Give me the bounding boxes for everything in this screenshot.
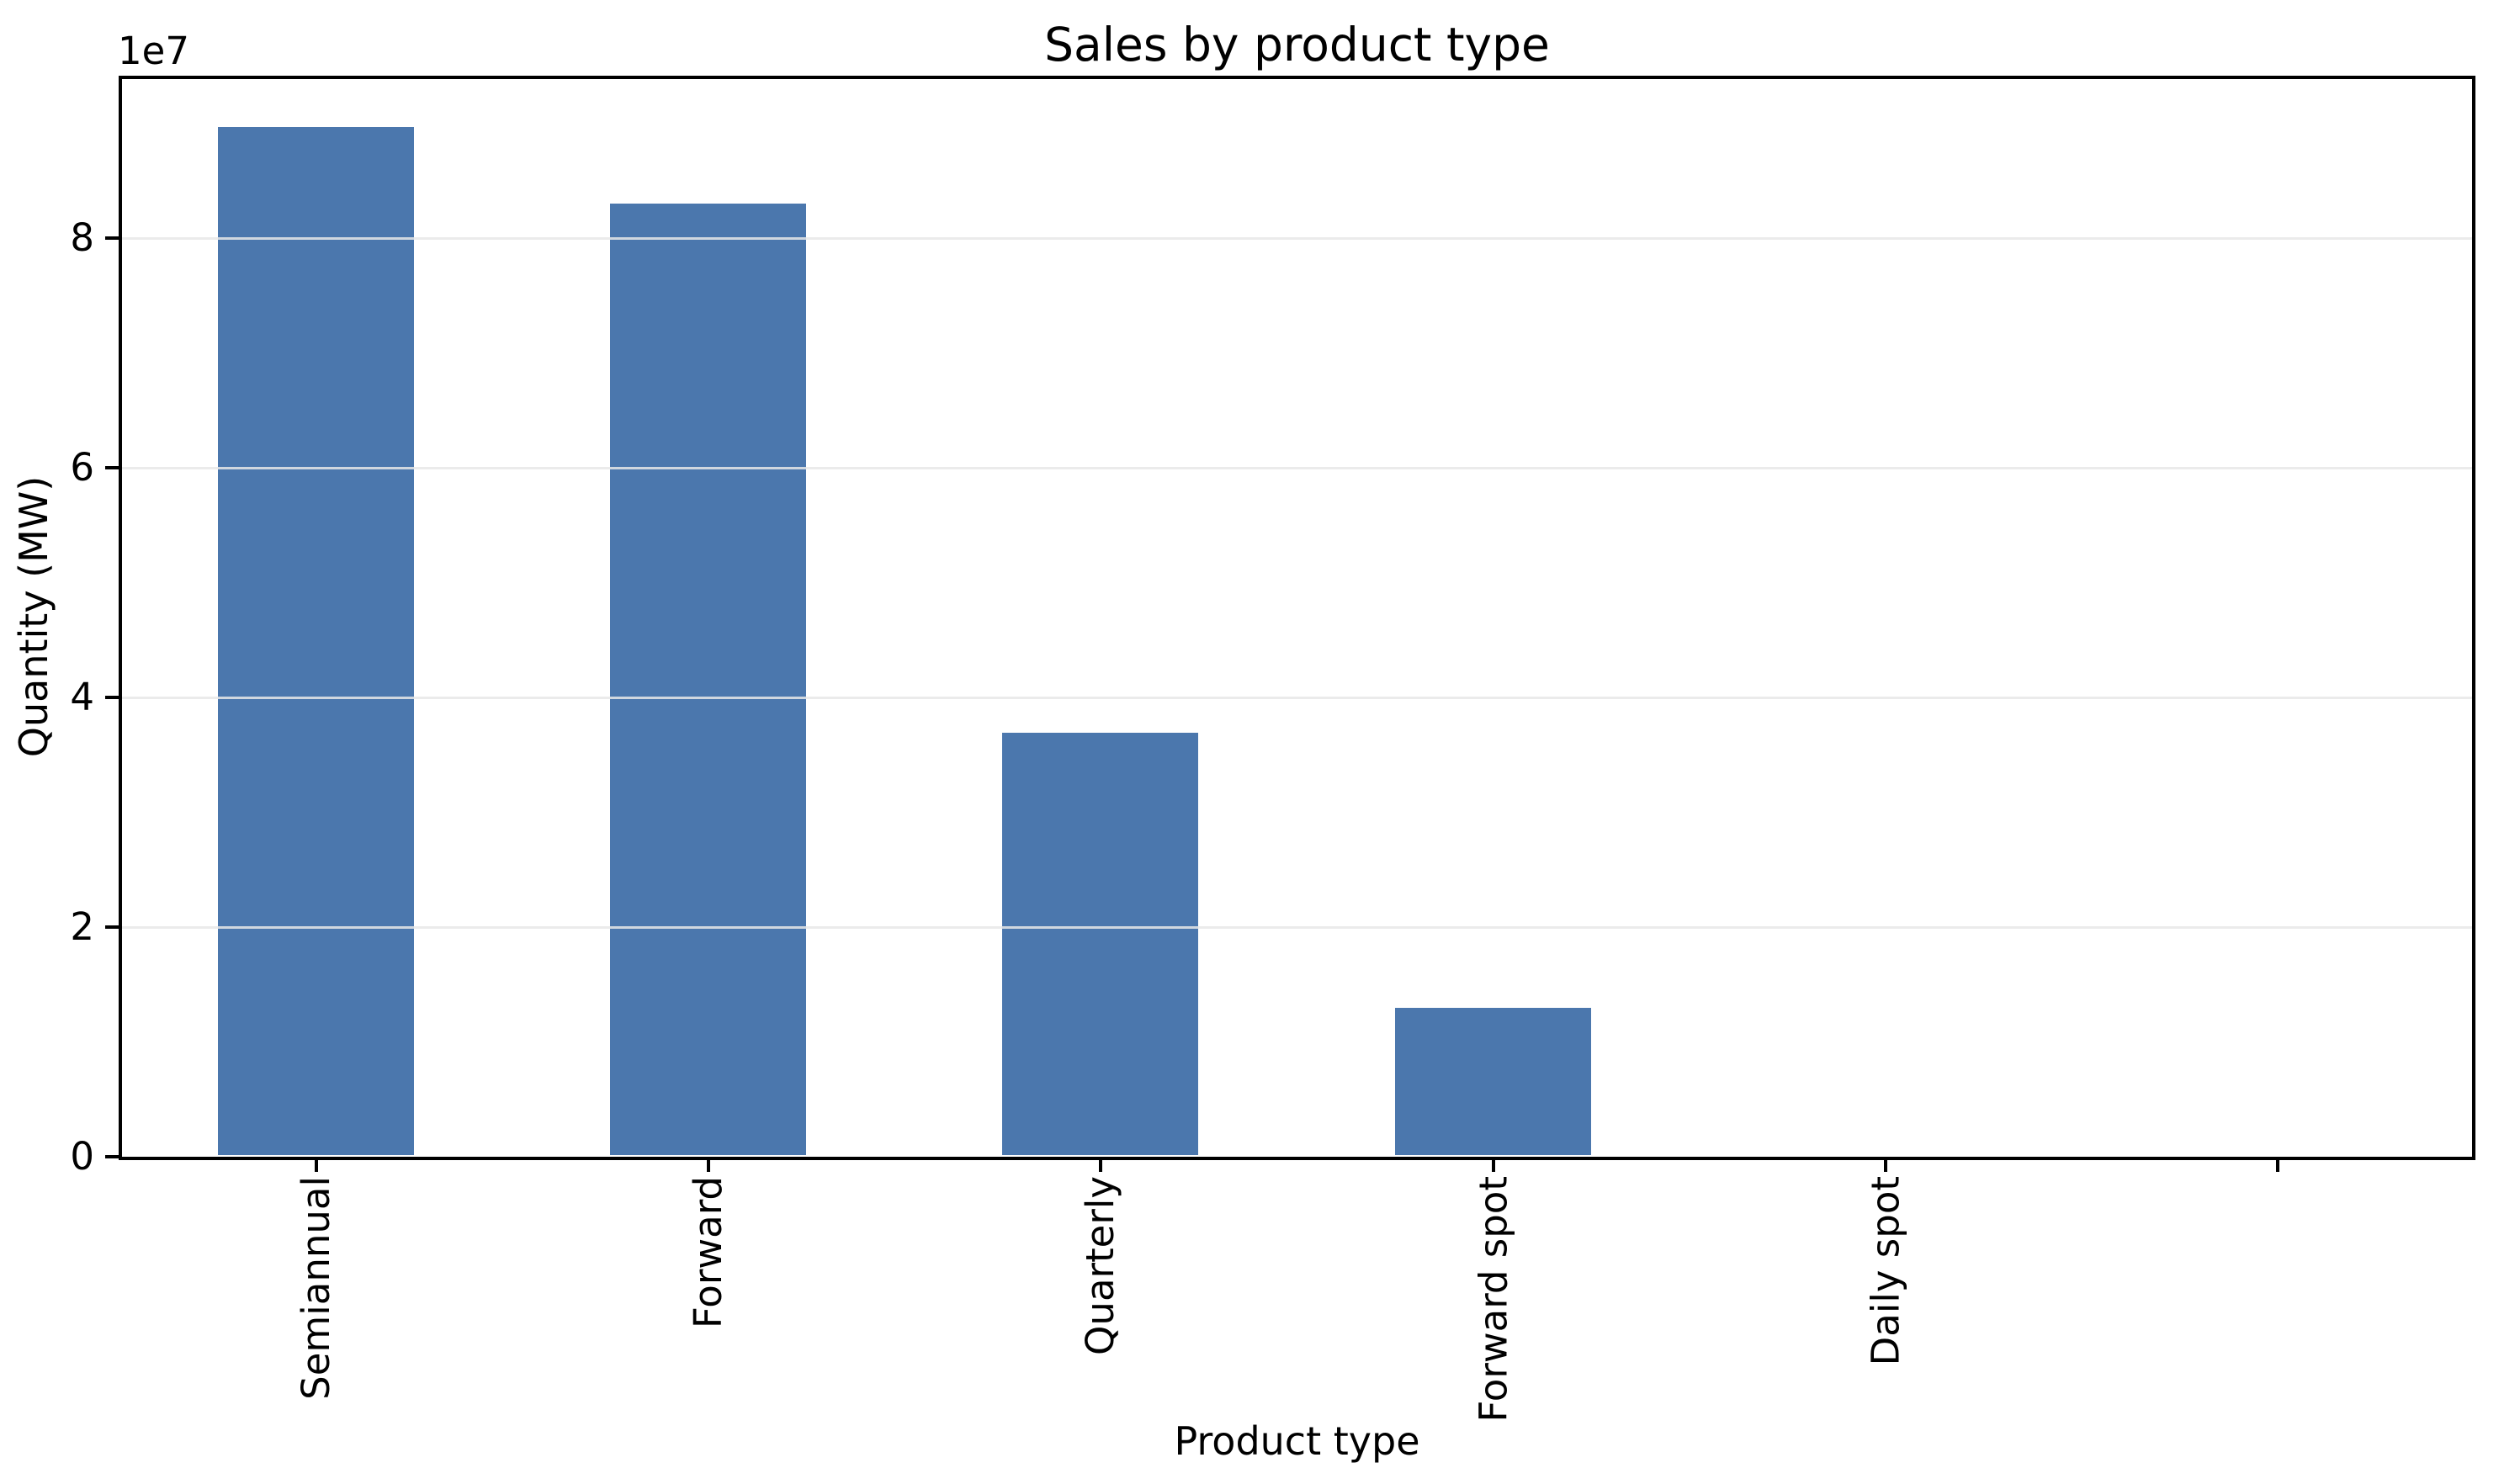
y-axis-offset-text: 1e7 — [118, 29, 189, 73]
plot-area — [119, 76, 2475, 1160]
bar-forward — [610, 204, 806, 1155]
y-tick-label: 8 — [70, 215, 94, 260]
bar-quarterly — [1002, 733, 1198, 1155]
x-tick-label: Daily spot — [1863, 1176, 1907, 1366]
y-tick-mark — [105, 1155, 119, 1158]
x-tick-label: Forward — [686, 1176, 730, 1328]
x-axis-label: Product type — [1174, 1418, 1420, 1464]
y-gridline — [122, 697, 2472, 699]
y-tick-mark — [105, 236, 119, 240]
x-tick-label: Forward spot — [1471, 1176, 1515, 1423]
x-tick-mark — [1099, 1160, 1102, 1172]
y-gridline — [122, 237, 2472, 240]
y-tick-label: 2 — [70, 904, 94, 949]
y-gridline — [122, 926, 2472, 929]
y-tick-mark — [105, 925, 119, 929]
y-tick-label: 6 — [70, 445, 94, 490]
x-tick-mark — [1884, 1160, 1887, 1172]
bar-forward-spot — [1395, 1008, 1591, 1155]
x-tick-mark — [315, 1160, 318, 1172]
y-tick-mark — [105, 466, 119, 469]
y-axis-label: Quantity (MW) — [11, 475, 56, 758]
y-tick-label: 4 — [70, 675, 94, 719]
x-tick-label: Semiannual — [294, 1176, 338, 1400]
bar-semiannual — [218, 127, 414, 1155]
x-tick-mark — [2276, 1160, 2279, 1172]
x-tick-mark — [1492, 1160, 1495, 1172]
y-tick-mark — [105, 696, 119, 699]
y-gridline — [122, 467, 2472, 469]
y-tick-label: 0 — [70, 1134, 94, 1179]
x-tick-mark — [707, 1160, 710, 1172]
x-tick-label: Quarterly — [1078, 1176, 1122, 1355]
chart-title: Sales by product type — [1044, 18, 1550, 72]
